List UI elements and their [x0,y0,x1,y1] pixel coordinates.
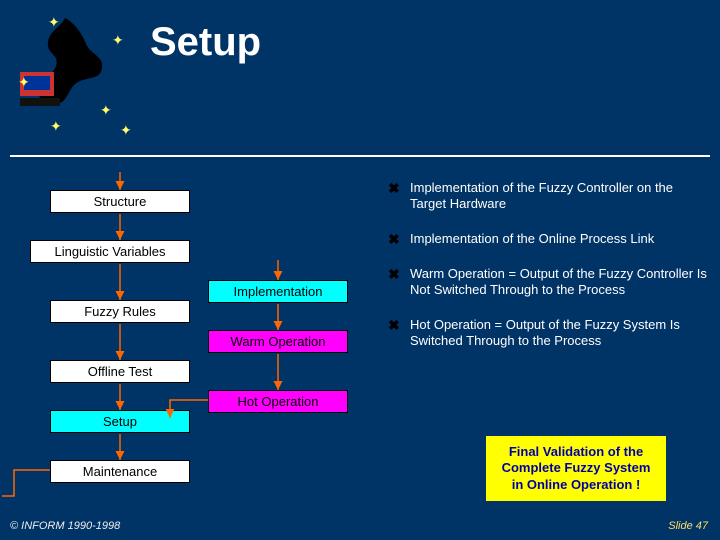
bullet-x-icon [388,180,402,213]
bullet-x-icon [388,317,402,350]
star-icon: ✦ [112,32,124,49]
flow-box-structure: Structure [50,190,190,213]
bullet-x-icon [388,231,402,249]
flow-box-ling: Linguistic Variables [30,240,190,263]
footer-slide-number: Slide 47 [668,520,708,532]
bullet-x-icon [388,266,402,299]
footer-copyright: © INFORM 1990-1998 [10,520,120,532]
bullet-list: Implementation of the Fuzzy Controller o… [388,180,708,367]
callout-text: Final Validation of the Complete Fuzzy S… [502,444,651,492]
flow-box-warm: Warm Operation [208,330,348,353]
bullet-item: Warm Operation = Output of the Fuzzy Con… [388,266,708,299]
flow-box-setup: Setup [50,410,190,433]
star-icon: ✦ [50,118,62,135]
flow-box-offline: Offline Test [50,360,190,383]
validation-callout: Final Validation of the Complete Fuzzy S… [486,436,666,501]
slide-title: Setup [150,20,261,65]
flow-box-maint: Maintenance [50,460,190,483]
bullet-text: Hot Operation = Output of the Fuzzy Syst… [410,317,708,350]
star-icon: ✦ [120,122,132,139]
bullet-text: Implementation of the Fuzzy Controller o… [410,180,708,213]
bullet-item: Implementation of the Online Process Lin… [388,231,708,249]
flow-box-impl: Implementation [208,280,348,303]
star-icon: ✦ [48,14,60,31]
title-graphic: ✦✦✦✦✦✦ [10,10,120,120]
star-icon: ✦ [100,102,112,119]
flow-box-hot: Hot Operation [208,390,348,413]
bullet-text: Implementation of the Online Process Lin… [410,231,708,249]
bullet-item: Hot Operation = Output of the Fuzzy Syst… [388,317,708,350]
divider [10,155,710,157]
star-icon: ✦ [18,74,30,91]
bullet-text: Warm Operation = Output of the Fuzzy Con… [410,266,708,299]
flow-box-fuzzy: Fuzzy Rules [50,300,190,323]
bullet-item: Implementation of the Fuzzy Controller o… [388,180,708,213]
